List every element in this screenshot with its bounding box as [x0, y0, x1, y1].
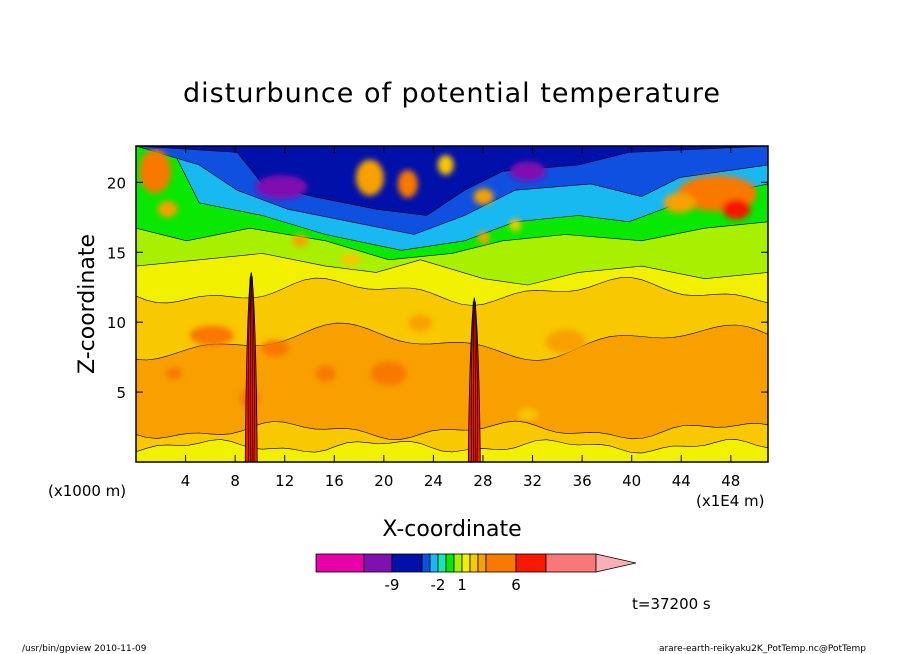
x-tick-label-0: 4 [181, 472, 191, 490]
tower-contour-0-2 [251, 276, 253, 462]
field-spot-9 [473, 188, 494, 205]
field-spot-20 [614, 338, 643, 359]
field-spot-18 [315, 365, 336, 382]
plot-frame [135, 145, 769, 463]
colorbar-segment-2 [391, 553, 423, 573]
tower-contour-1-3 [475, 301, 478, 462]
x-tick-label-3: 16 [325, 472, 344, 490]
colorbar-segment-0 [315, 553, 365, 573]
field-spot-12 [340, 253, 361, 266]
colorbar-arrow [595, 553, 637, 573]
tower-contour-0-1 [249, 276, 252, 462]
tower-contour-0-3 [251, 276, 255, 462]
field-spot-16 [261, 340, 290, 357]
x-tick-label-7: 32 [523, 472, 542, 490]
colorbar-segment-5 [437, 553, 447, 573]
x-unit-right: (x1E4 m) [696, 492, 765, 510]
time-label: t=37200 s [632, 595, 711, 613]
y-axis-label: Z-coordinate [75, 234, 100, 374]
y-tick-label-0: 5 [116, 384, 126, 402]
colorbar-segment-10 [477, 553, 487, 573]
field-spot-21 [680, 359, 705, 376]
x-tick-label-2: 12 [275, 472, 294, 490]
field-spot-24 [408, 314, 433, 331]
colorbar-label-2: 1 [457, 576, 467, 594]
field-spot-13 [477, 231, 490, 244]
footer-right: arare-earth-reikyaku2K_PotTemp.nc@PotTem… [659, 644, 866, 654]
colorbar-label-0: -9 [385, 576, 400, 594]
field-spot-7 [355, 159, 384, 196]
colorbar-segment-13 [545, 553, 597, 573]
footer-left: /usr/bin/gpview 2010-11-09 [22, 644, 147, 654]
field-spot-15 [189, 325, 234, 346]
x-tick-label-4: 20 [374, 472, 393, 490]
tower-contour-1-2 [474, 301, 476, 462]
tower-contour-1-1 [472, 301, 475, 462]
colorbar-segment-6 [445, 553, 455, 573]
x-tick-label-8: 36 [573, 472, 592, 490]
y-tick-label-2: 15 [107, 244, 126, 262]
x-tick-label-11: 48 [721, 472, 740, 490]
field-spot-5 [663, 192, 696, 213]
field-spot-19 [545, 329, 586, 354]
colorbar-segment-7 [453, 553, 463, 573]
colorbar: -9 -2 1 6 [315, 553, 637, 594]
x-tick-label-6: 28 [473, 472, 492, 490]
field-spot-0 [255, 175, 308, 200]
layer-dark-blue [136, 146, 768, 216]
x-tick-label-9: 40 [622, 472, 641, 490]
y-tick-label-1: 10 [107, 314, 126, 332]
tower-contour-0-0 [247, 276, 251, 462]
field-spot-10 [437, 154, 454, 175]
x-tick-label-1: 8 [230, 472, 240, 490]
colorbar-segment-4 [429, 553, 439, 573]
field-spot-6 [722, 199, 751, 220]
x-unit-left: (x1000 m) [48, 482, 126, 500]
colorbar-label-1: -2 [431, 576, 446, 594]
x-axis: 4 8 12 16 20 24 28 32 36 40 44 48 [181, 146, 740, 490]
colorbar-segment-1 [363, 553, 393, 573]
field-spot-11 [292, 234, 309, 247]
colorbar-segment-12 [515, 553, 547, 573]
field-spot-25 [517, 408, 538, 421]
x-tick-label-10: 44 [672, 472, 691, 490]
field-spot-3 [157, 201, 178, 218]
colorbar-segment-11 [485, 553, 517, 573]
tower-contour-1-0 [470, 301, 474, 462]
field-spot-1 [509, 161, 546, 182]
colorbar-segment-8 [461, 553, 471, 573]
field-spot-2 [138, 149, 171, 194]
y-axis: 5 10 15 20 [107, 174, 768, 402]
field-spot-17 [370, 361, 407, 386]
colorbar-segment-9 [469, 553, 479, 573]
chart-title: disturbunce of potential temperature [183, 78, 721, 109]
colorbar-segment-3 [421, 553, 431, 573]
x-axis-label: X-coordinate [382, 517, 521, 542]
y-tick-label-3: 20 [107, 174, 126, 192]
colorbar-label-3: 6 [511, 576, 521, 594]
field-spot-14 [509, 219, 522, 231]
field-spot-8 [397, 169, 418, 198]
x-tick-label-5: 24 [424, 472, 443, 490]
field-spot-26 [444, 386, 460, 399]
field-spot-23 [165, 367, 182, 380]
